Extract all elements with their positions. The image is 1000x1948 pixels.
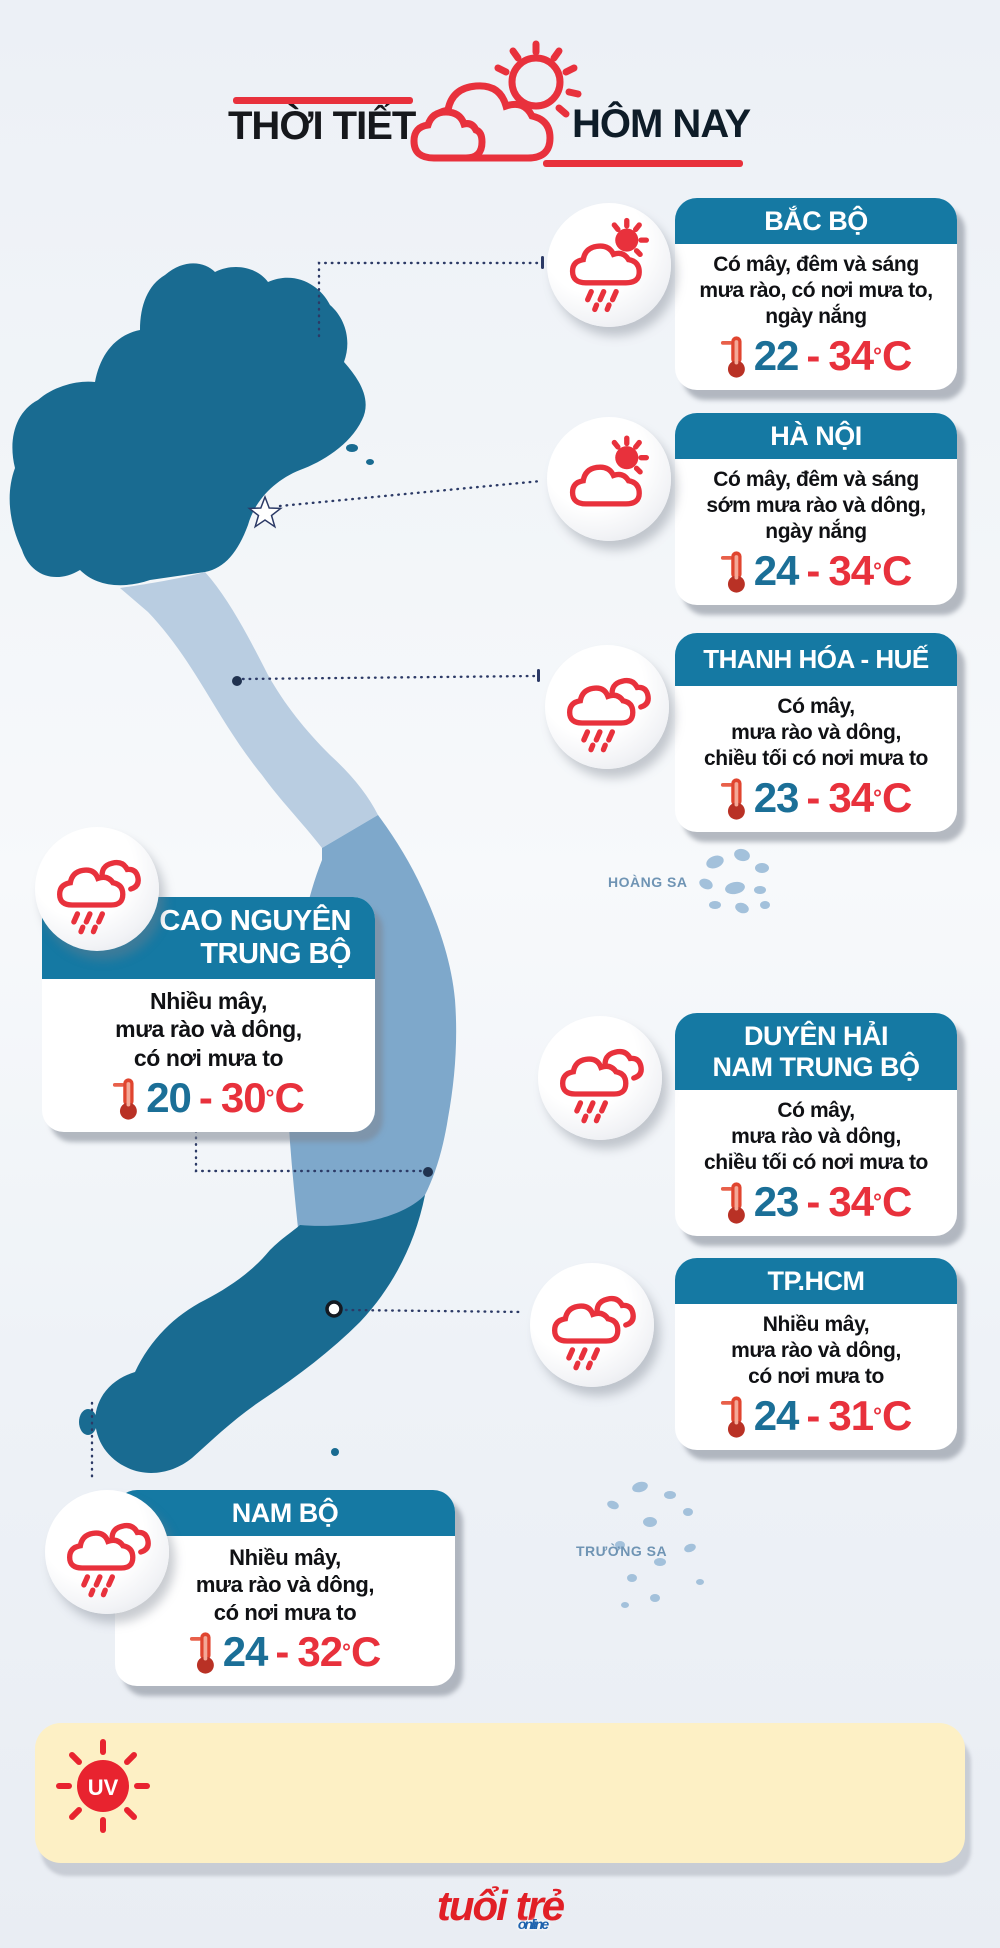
forecast-text: Nhiều mây, mưa rào và dông, có nơi mưa t… bbox=[115, 987, 302, 1071]
connector-lines bbox=[90, 261, 543, 1484]
truong-sa-islands bbox=[607, 1481, 704, 1608]
forecast-text: Có mây, đêm và sáng mưa rào, có nơi mưa … bbox=[699, 253, 933, 329]
sun-cloud-icon bbox=[408, 40, 588, 170]
region-name: TP.HCM bbox=[675, 1258, 957, 1305]
weather-card-bac-bo: BẮC BỘ Có mây, đêm và sáng mưa rào, có n… bbox=[675, 198, 957, 391]
cloud-rain-icon bbox=[530, 1263, 654, 1387]
weather-card-ha-noi: HÀ NỘI Có mây, đêm và sáng sớm mưa rào v… bbox=[675, 413, 957, 606]
uv-index-panel bbox=[35, 1723, 965, 1863]
weather-card-tphcm: TP.HCM Nhiều mây, mưa rào và dông, có nơ… bbox=[675, 1258, 957, 1451]
temperature-range: 24 - 32 ° C bbox=[115, 1626, 455, 1686]
region-name: BẮC BỘ bbox=[675, 198, 957, 245]
sun-cloud-rain-icon bbox=[547, 203, 671, 327]
thermometer-icon bbox=[720, 1396, 745, 1438]
thermometer-icon bbox=[720, 551, 745, 593]
temperature-range: 24 - 31 ° C bbox=[675, 1390, 957, 1450]
forecast-text: Có mây, mưa rào và dông, chiều tối có nơ… bbox=[704, 694, 928, 770]
title-accent-bar-left bbox=[233, 97, 413, 104]
map-region-north-central bbox=[120, 572, 378, 848]
city-dot-markers bbox=[232, 676, 433, 1318]
temperature-range: 23 - 34 ° C bbox=[675, 1176, 957, 1236]
forecast-text: Nhiều mây, mưa rào và dông, có nơi mưa t… bbox=[731, 1313, 901, 1389]
hoang-sa-label: HOÀNG SA bbox=[608, 874, 688, 890]
thermometer-icon bbox=[720, 778, 745, 820]
thermometer-icon bbox=[720, 1182, 745, 1224]
thermometer-icon bbox=[720, 336, 745, 378]
cloud-rain-icon bbox=[35, 827, 159, 951]
weather-card-thanh-hoa-hue: THANH HÓA - HUẾ Có mây, mưa rào và dông,… bbox=[675, 633, 957, 832]
hanoi-star-marker bbox=[247, 494, 283, 529]
region-name: HÀ NỘI bbox=[675, 413, 957, 460]
cloud-rain-icon bbox=[538, 1016, 662, 1140]
uv-sun-icon: UV bbox=[55, 1738, 151, 1834]
tuoi-tre-logo: tuổi trẻ online bbox=[436, 1882, 565, 1932]
region-name: NAM BỘ bbox=[115, 1490, 455, 1537]
page-title-left: THỜI TIẾT bbox=[228, 104, 416, 148]
weather-card-duyen-hai-nam-trung-bo: DUYÊN HẢI NAM TRUNG BỘ Có mây, mưa rào v… bbox=[675, 1013, 957, 1237]
weather-card-nam-bo: NAM BỘ Nhiều mây, mưa rào và dông, có nơ… bbox=[115, 1490, 455, 1686]
map-region-north bbox=[9, 263, 366, 586]
forecast-text: Có mây, mưa rào và dông, chiều tối có nơ… bbox=[704, 1099, 928, 1175]
temperature-range: 22 - 34 ° C bbox=[675, 330, 957, 390]
forecast-text: Có mây, đêm và sáng sớm mưa rào và dông,… bbox=[706, 468, 926, 544]
cloud-rain-icon bbox=[45, 1490, 169, 1614]
title-accent-bar-right bbox=[543, 160, 743, 167]
temperature-range: 20 - 30 ° C bbox=[42, 1072, 375, 1132]
svg-text:UV: UV bbox=[88, 1775, 119, 1800]
forecast-text: Nhiều mây, mưa rào và dông, có nơi mưa t… bbox=[195, 1545, 375, 1625]
map-region-south bbox=[95, 1195, 425, 1473]
region-name: THANH HÓA - HUẾ bbox=[675, 633, 957, 686]
hoang-sa-islands bbox=[699, 848, 770, 914]
thermometer-icon bbox=[189, 1632, 214, 1674]
cloud-rain-icon bbox=[545, 645, 669, 769]
region-name: DUYÊN HẢI NAM TRUNG BỘ bbox=[675, 1013, 957, 1091]
truong-sa-label: TRƯỜNG SA bbox=[576, 1543, 668, 1559]
page-title-right: HÔM NAY bbox=[572, 102, 751, 146]
temperature-range: 23 - 34 ° C bbox=[675, 772, 957, 832]
thermometer-icon bbox=[113, 1078, 138, 1120]
temperature-range: 24 - 34 ° C bbox=[675, 545, 957, 605]
sun-cloud-icon bbox=[547, 417, 671, 541]
connector-ticks bbox=[537, 256, 544, 682]
